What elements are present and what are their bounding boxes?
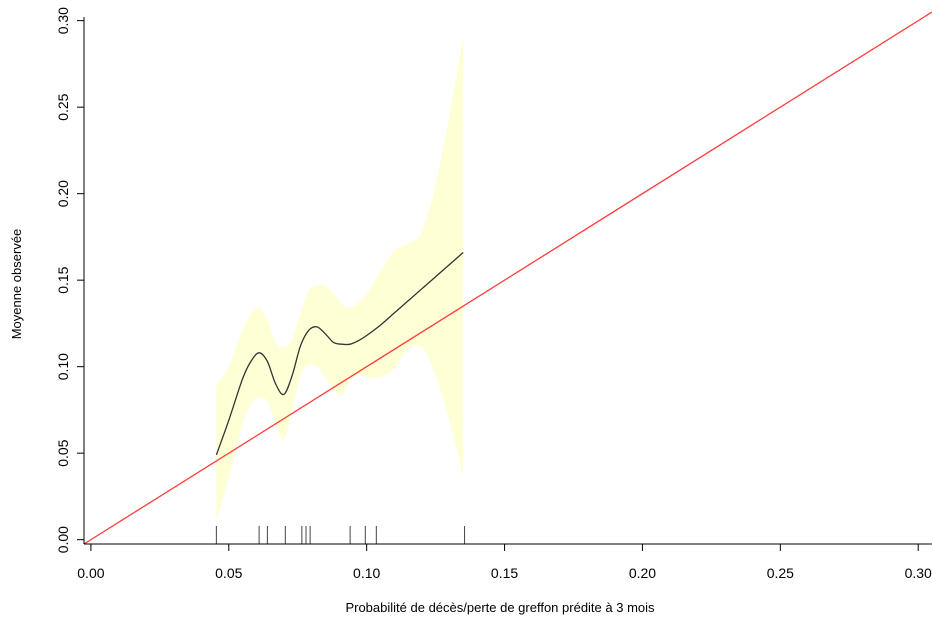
y-tick-label: 0.10 [55, 353, 71, 380]
smooth-curve-layer [215, 251, 464, 456]
y-tick-label: 0.15 [55, 266, 71, 293]
reference-diagonal-line [83, 11, 932, 545]
x-tick-label: 0.20 [629, 565, 656, 581]
x-tick-label: 0.15 [491, 565, 518, 581]
x-tick-label: 0.25 [767, 565, 794, 581]
y-tick-label: 0.05 [55, 439, 71, 466]
smooth-calibration-curve [215, 251, 464, 456]
axes-layer: 0.00 0.05 0.10 0.15 0.20 0.25 0.30 0.00 0.05 0.10… [55, 7, 932, 581]
x-axis-title: Probabilité de décès/perte de greffon pr… [345, 600, 655, 615]
y-tick-label: 0.30 [55, 7, 71, 34]
y-tick-label: 0.25 [55, 93, 71, 120]
y-tick-label: 0.20 [55, 180, 71, 207]
rug-layer [215, 526, 466, 544]
confidence-band-layer [216, 36, 464, 523]
reference-line-layer [83, 11, 932, 545]
x-tick-label: 0.05 [215, 565, 242, 581]
y-axis-title: Moyenne observée [9, 229, 24, 340]
x-tick-label: 0.10 [353, 565, 380, 581]
x-tick-label: 0.00 [77, 565, 104, 581]
x-tick-label: 0.30 [905, 565, 932, 581]
y-tick-label: 0.00 [55, 526, 71, 553]
confidence-band [216, 36, 464, 523]
